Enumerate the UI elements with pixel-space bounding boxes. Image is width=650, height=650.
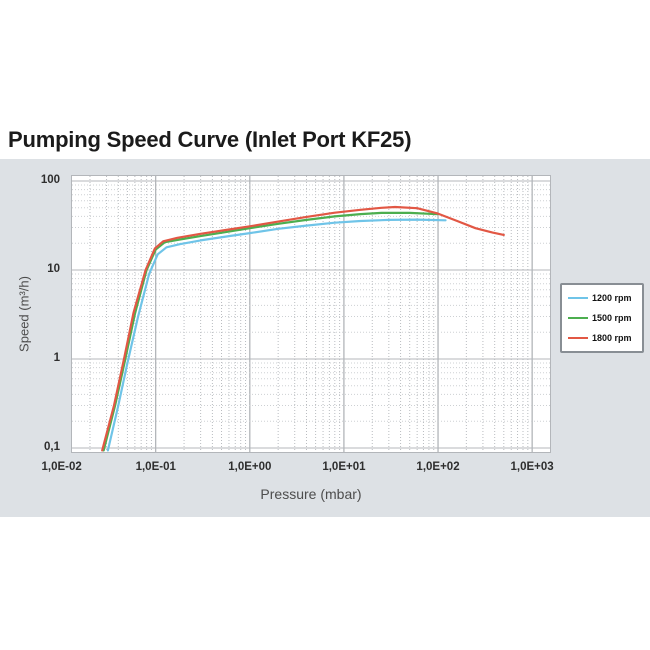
legend-row: 1200 rpm [568,293,636,303]
legend-row: 1800 rpm [568,333,636,343]
legend: 1200 rpm 1500 rpm 1800 rpm [560,283,644,353]
legend-row: 1500 rpm [568,313,636,323]
x-tick-label: 1,0E-02 [41,461,82,473]
x-tick-label: 1,0E+03 [510,461,554,473]
x-tick-label: 1,0E-01 [135,461,176,473]
legend-line-icon [568,297,588,299]
chart-panel: 100 10 1 0,1 1,0E-02 1,0E-01 1,0E+00 1,0E+01 1,… [0,159,650,517]
x-tick-label: 1,0E+00 [228,461,272,473]
series-line-1800-rpm [101,205,505,452]
x-tick-label: 1,0E+01 [322,461,366,473]
chart-title: Pumping Speed Curve (Inlet Port KF25) [8,127,412,152]
y-tick-label: 1 [53,351,60,364]
y-tick-label: 100 [40,173,60,186]
legend-label: 1200 rpm [592,293,632,303]
y-axis-title: Speed (m³/h) [16,276,32,352]
y-tick-label: 0,1 [44,440,60,453]
legend-label: 1800 rpm [592,333,632,343]
legend-line-icon [568,317,588,319]
series-line-1200-rpm [106,218,447,452]
series-line-1500-rpm [102,211,440,452]
x-tick-label: 1,0E+02 [416,461,460,473]
y-tick-label: 10 [47,262,60,275]
plot-area [72,176,550,452]
legend-line-icon [568,337,588,339]
x-axis-title: Pressure (mbar) [260,486,362,502]
legend-label: 1500 rpm [592,313,632,323]
chart-svg [72,176,550,452]
